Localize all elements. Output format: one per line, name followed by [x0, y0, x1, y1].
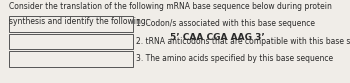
- Text: 2. tRNA anticodons that are compatible with this base sequence: 2. tRNA anticodons that are compatible w…: [136, 37, 350, 46]
- Text: synthesis and identify the following:: synthesis and identify the following:: [9, 17, 148, 26]
- Text: 3. The amino acids specified by this base sequence: 3. The amino acids specified by this bas…: [136, 54, 334, 63]
- Bar: [9, 51, 133, 67]
- Text: 1. Codon/s associated with this base sequence: 1. Codon/s associated with this base seq…: [136, 19, 315, 28]
- Bar: [9, 16, 133, 32]
- Bar: [9, 34, 133, 49]
- Text: Consider the translation of the following mRNA base sequence below during protei: Consider the translation of the followin…: [9, 2, 332, 11]
- Text: 5’ CAA CGA AAG 3’: 5’ CAA CGA AAG 3’: [170, 33, 264, 42]
